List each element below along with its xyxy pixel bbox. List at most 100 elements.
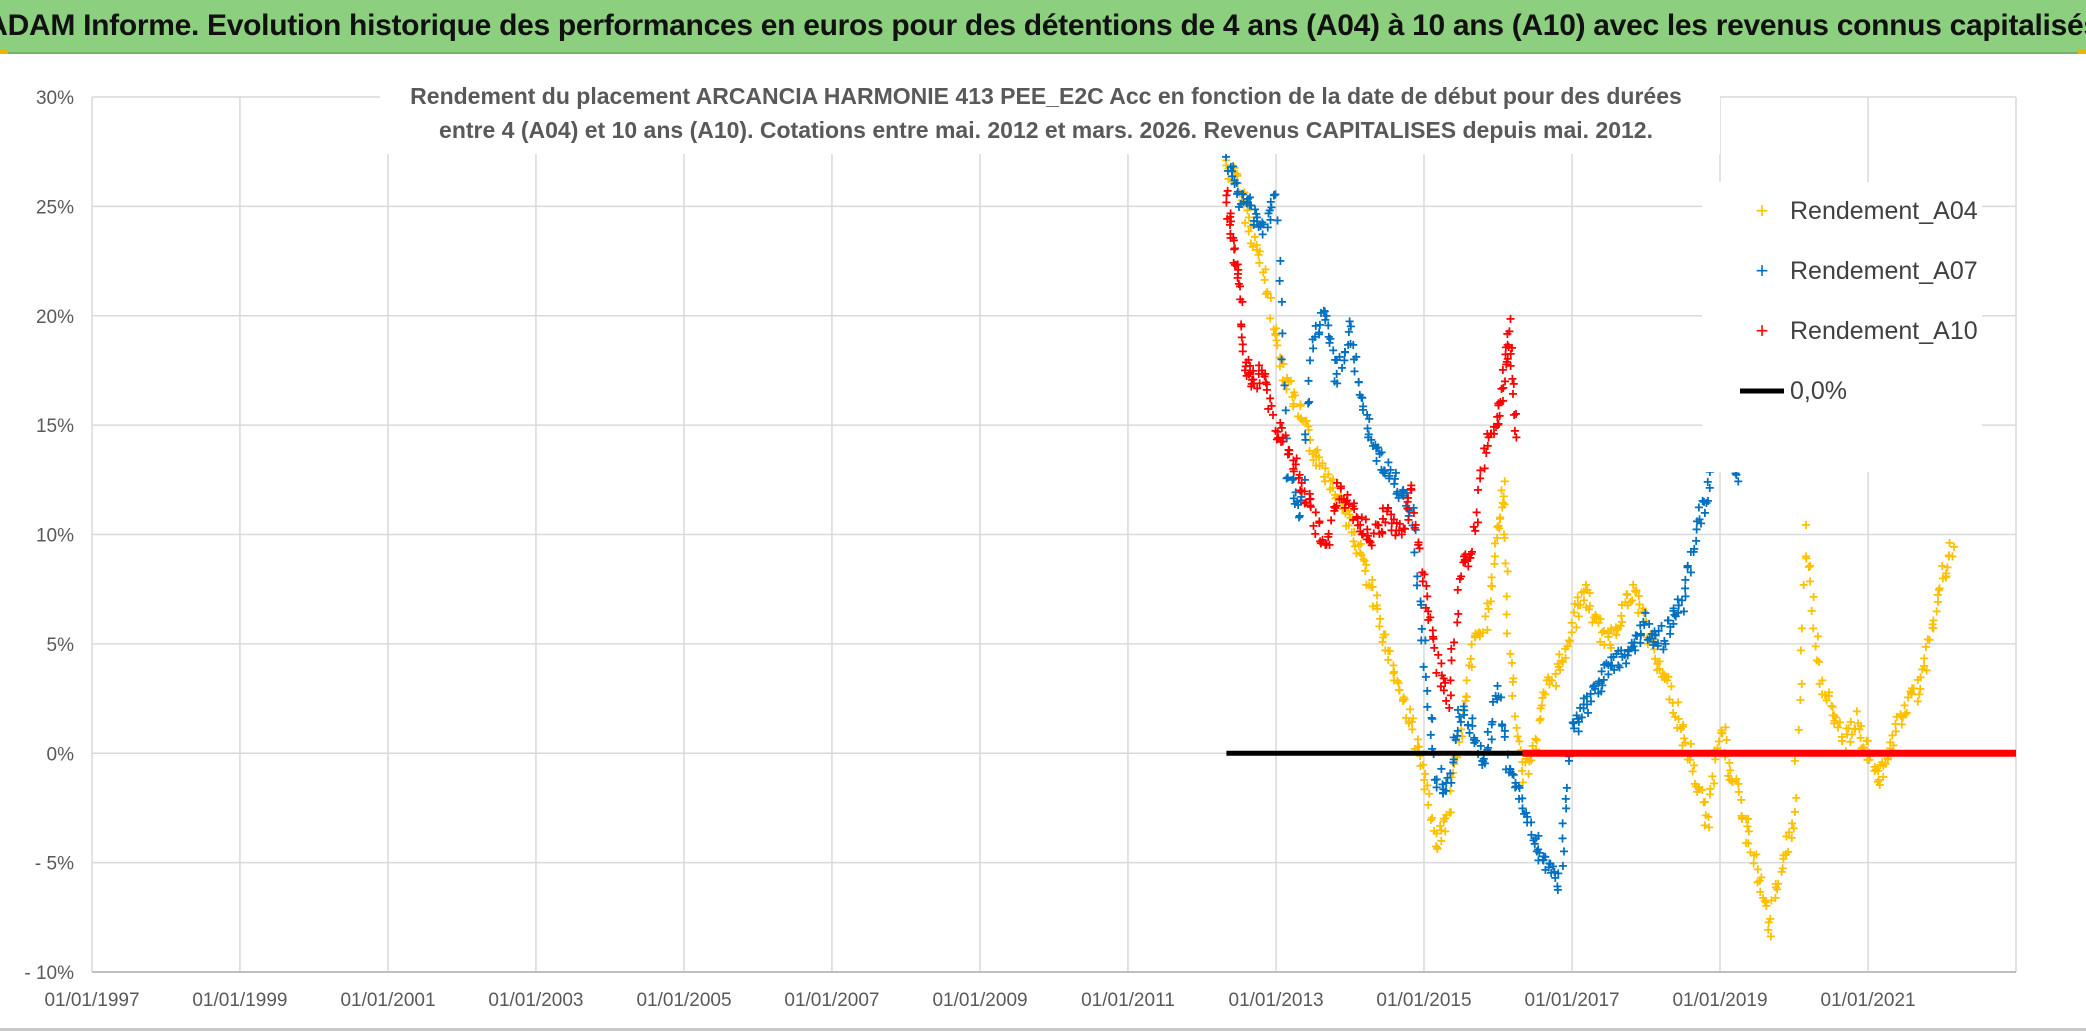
point-rendement-a04: + (1787, 814, 1796, 832)
point-rendement-a04: + (1596, 610, 1605, 628)
point-rendement-a07: + (1332, 351, 1341, 369)
point-rendement-a07: + (1441, 782, 1450, 800)
point-rendement-a04: + (1771, 874, 1780, 892)
point-rendement-a04: + (1233, 174, 1242, 192)
point-rendement-a04: + (1500, 472, 1509, 490)
point-rendement-a04: + (1859, 738, 1868, 756)
point-rendement-a10: + (1367, 536, 1376, 554)
point-rendement-a04: + (1674, 693, 1683, 711)
point-rendement-a04: + (1811, 637, 1820, 655)
point-rendement-a04: + (1604, 624, 1613, 642)
point-rendement-a04: + (1879, 768, 1888, 786)
point-rendement-a07: + (1617, 641, 1626, 659)
point-rendement-a04: + (1653, 660, 1662, 678)
point-rendement-a04: + (1892, 708, 1901, 726)
point-rendement-a04: + (1585, 583, 1594, 601)
legend-label-a04: Rendement_A04 (1790, 197, 1978, 225)
point-rendement-a07: + (1259, 215, 1268, 233)
point-rendement-a04: + (1920, 649, 1929, 667)
point-rendement-a07: + (1455, 708, 1464, 726)
point-rendement-a07: + (1282, 429, 1291, 447)
point-rendement-a07: + (1582, 695, 1591, 713)
point-rendement-a04: + (1599, 622, 1608, 640)
point-rendement-a04: + (1854, 714, 1863, 732)
point-rendement-a04: + (1908, 679, 1917, 697)
point-rendement-a10: + (1289, 462, 1298, 480)
point-rendement-a04: + (1802, 516, 1811, 534)
point-rendement-a07: + (1594, 684, 1603, 702)
point-rendement-a07: + (1380, 464, 1389, 482)
point-rendement-a10: + (1348, 497, 1357, 515)
point-rendement-a10: + (1229, 229, 1238, 247)
point-rendement-a07: + (1258, 213, 1267, 231)
point-rendement-a04: + (1916, 680, 1925, 698)
point-rendement-a04: + (1240, 183, 1249, 201)
point-rendement-a04: + (1906, 682, 1915, 700)
point-rendement-a04: + (1331, 485, 1340, 503)
point-rendement-a04: + (1233, 167, 1242, 185)
point-rendement-a07: + (1423, 698, 1432, 716)
point-rendement-a07: + (1392, 485, 1401, 503)
point-rendement-a04: + (1865, 750, 1874, 768)
point-rendement-a04: + (1502, 587, 1511, 605)
point-rendement-a07: + (1417, 631, 1426, 649)
point-rendement-a04: + (1655, 660, 1664, 678)
point-rendement-a10: + (1375, 525, 1384, 543)
point-rendement-a10: + (1476, 469, 1485, 487)
point-rendement-a04: + (1399, 692, 1408, 710)
point-rendement-a04: + (1828, 698, 1837, 716)
point-rendement-a04: + (1539, 683, 1548, 701)
y-tick-label: 0% (47, 744, 75, 765)
point-rendement-a10: + (1378, 524, 1387, 542)
point-rendement-a04: + (1643, 634, 1652, 652)
point-rendement-a10: + (1446, 671, 1455, 689)
point-rendement-a04: + (1467, 658, 1476, 676)
point-rendement-a07: + (1630, 633, 1639, 651)
point-rendement-a07: + (1344, 322, 1353, 340)
point-rendement-a04: + (1606, 636, 1615, 654)
point-rendement-a07: + (1311, 317, 1320, 335)
point-rendement-a04: + (1349, 532, 1358, 550)
grid-layer (91, 96, 2017, 973)
point-rendement-a04: + (1704, 807, 1713, 825)
point-rendement-a10: + (1226, 229, 1235, 247)
point-rendement-a07: + (1600, 656, 1609, 674)
point-rendement-a10: + (1494, 414, 1503, 432)
point-rendement-a04: + (1276, 348, 1285, 366)
point-rendement-a04: + (1737, 807, 1746, 825)
point-rendement-a10: + (1229, 231, 1238, 249)
point-rendement-a04: + (1574, 607, 1583, 625)
point-rendement-a07: + (1439, 783, 1448, 801)
point-rendement-a07: + (1497, 688, 1506, 706)
point-rendement-a10: + (1447, 639, 1456, 657)
point-rendement-a04: + (1389, 656, 1398, 674)
point-rendement-a04: + (1532, 731, 1541, 749)
point-rendement-a07: + (1252, 212, 1261, 230)
point-rendement-a10: + (1434, 646, 1443, 664)
point-rendement-a04: + (1634, 586, 1643, 604)
point-rendement-a10: + (1468, 542, 1477, 560)
point-rendement-a04: + (1324, 465, 1333, 483)
point-rendement-a04: + (1725, 754, 1734, 772)
point-rendement-a10: + (1508, 384, 1517, 402)
point-rendement-a04: + (1565, 632, 1574, 650)
point-rendement-a07: + (1326, 330, 1335, 348)
point-rendement-a04: + (1787, 829, 1796, 847)
point-rendement-a04: + (1653, 655, 1662, 673)
point-rendement-a07: + (1620, 646, 1629, 664)
point-rendement-a04: + (1437, 832, 1446, 850)
point-rendement-a04: + (1511, 707, 1520, 725)
point-rendement-a07: + (1453, 722, 1462, 740)
legend-label-a07: Rendement_A07 (1790, 257, 1978, 285)
point-rendement-a04: + (1428, 809, 1437, 827)
point-rendement-a07: + (1319, 301, 1328, 319)
point-rendement-a10: + (1296, 481, 1305, 499)
point-rendement-a10: + (1395, 521, 1404, 539)
point-rendement-a07: + (1731, 464, 1740, 482)
point-rendement-a04: + (1266, 309, 1275, 327)
point-rendement-a07: + (1639, 613, 1648, 631)
point-rendement-a10: + (1332, 474, 1341, 492)
point-rendement-a07: + (1511, 773, 1520, 791)
point-rendement-a04: + (1345, 505, 1354, 523)
point-rendement-a04: + (1744, 822, 1753, 840)
